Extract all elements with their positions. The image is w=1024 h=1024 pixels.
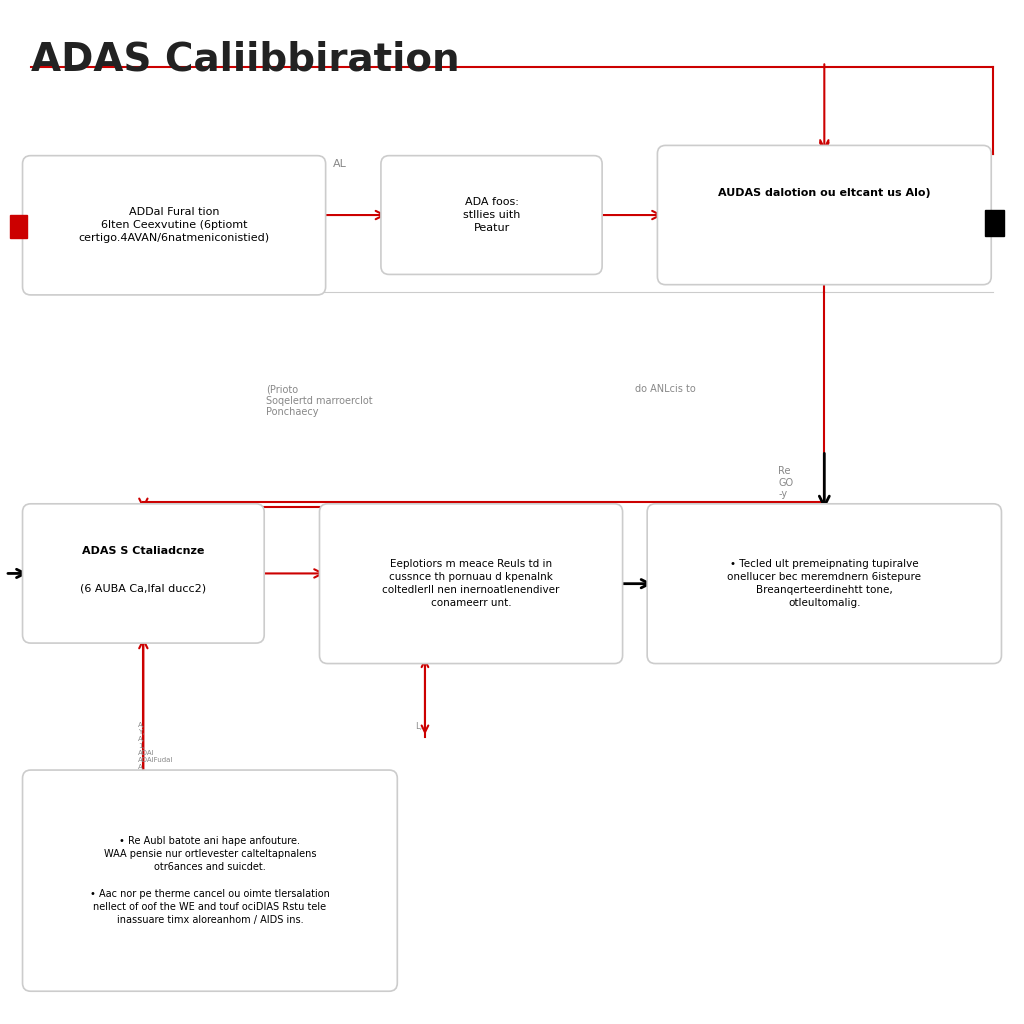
FancyBboxPatch shape	[23, 770, 397, 991]
Bar	[985, 210, 1004, 236]
FancyBboxPatch shape	[23, 156, 326, 295]
FancyBboxPatch shape	[319, 504, 623, 664]
Text: A,
Y,
A,
1,
ADAl
ADAlFudal
A: A, Y, A, 1, ADAl ADAlFudal A	[138, 722, 174, 770]
Bar	[10, 215, 27, 238]
Text: do ANLcis to: do ANLcis to	[635, 384, 695, 394]
Text: AUDAS dalotion ou eltcant us Alo): AUDAS dalotion ou eltcant us Alo)	[718, 188, 931, 198]
Text: ADDal Fural tion
6lten Ceexvutine (6ptiomt
certigo.4AVAN/6natmeniconistied): ADDal Fural tion 6lten Ceexvutine (6ptio…	[79, 207, 269, 244]
Text: AL: AL	[333, 159, 347, 169]
FancyBboxPatch shape	[657, 145, 991, 285]
Text: (Prioto
Soqelertd marroerclot
Ponchaecy: (Prioto Soqelertd marroerclot Ponchaecy	[266, 384, 373, 417]
Text: Re
GO
-y: Re GO -y	[778, 466, 794, 499]
FancyBboxPatch shape	[381, 156, 602, 274]
FancyBboxPatch shape	[23, 504, 264, 643]
Text: L,: L,	[415, 722, 422, 731]
Text: • Re Aubl batote ani hape anfouture.
WAA pensie nur ortlevester calteltapnalens
: • Re Aubl batote ani hape anfouture. WAA…	[90, 836, 330, 926]
Text: ADA foos:
stllies uith
Peatur: ADA foos: stllies uith Peatur	[463, 197, 520, 233]
Text: Eeplotiors m meace Reuls td in
cussnce th pornuau d kpenalnk
coltedlerll nen ine: Eeplotiors m meace Reuls td in cussnce t…	[382, 559, 560, 608]
Text: ADAS S Ctaliadcnze: ADAS S Ctaliadcnze	[82, 547, 205, 556]
Text: (6 AUBA Ca,lfal ducc2): (6 AUBA Ca,lfal ducc2)	[80, 584, 207, 593]
Text: ADAS Caliibbiration: ADAS Caliibbiration	[31, 41, 460, 79]
FancyBboxPatch shape	[647, 504, 1001, 664]
Text: • Tecled ult premeipnating tupiralve
onellucer bec meremdnern 6istepure
Breanqer: • Tecled ult premeipnating tupiralve one…	[727, 559, 922, 608]
